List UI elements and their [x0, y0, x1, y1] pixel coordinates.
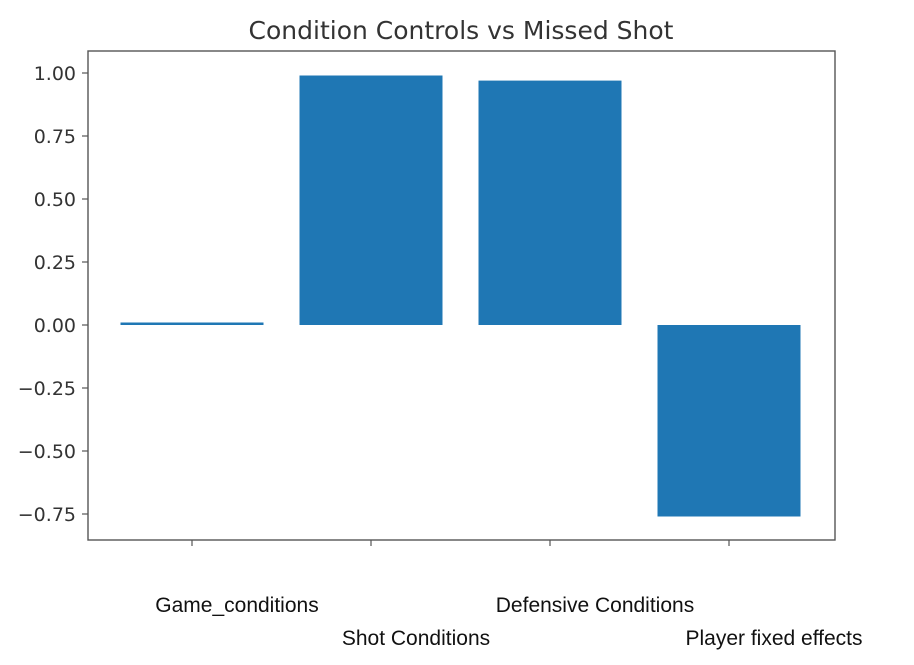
- bars-group: [120, 75, 801, 517]
- y-axis: 1.00 0.75 0.50 0.25 0.00 −0.25 −0.50 −0.75: [18, 63, 88, 526]
- bar-defensive-conditions: [478, 80, 622, 325]
- y-tick-label: 0.25: [34, 252, 76, 274]
- chart-title: Condition Controls vs Missed Shot: [249, 16, 674, 45]
- y-tick-label: −0.50: [18, 441, 76, 463]
- x-axis: Game_conditions Shot Conditions Defensive …: [155, 540, 863, 650]
- y-tick-label: 0.00: [34, 315, 76, 337]
- plot-area-frame: [87, 50, 836, 541]
- x-category-label: Player fixed effects: [685, 627, 862, 650]
- bar-game-conditions: [120, 322, 264, 325]
- x-category-label: Game_conditions: [155, 594, 318, 617]
- y-tick-label: −0.25: [18, 378, 76, 400]
- bar-shot-conditions: [299, 75, 443, 325]
- y-tick-label: −0.75: [18, 504, 76, 526]
- y-tick-label: 0.50: [34, 189, 76, 211]
- y-tick-label: 1.00: [34, 63, 76, 85]
- bar-player-fixed-effects: [657, 325, 801, 517]
- x-category-label: Shot Conditions: [342, 627, 490, 650]
- x-category-label: Defensive Conditions: [496, 594, 694, 617]
- y-tick-label: 0.75: [34, 126, 76, 148]
